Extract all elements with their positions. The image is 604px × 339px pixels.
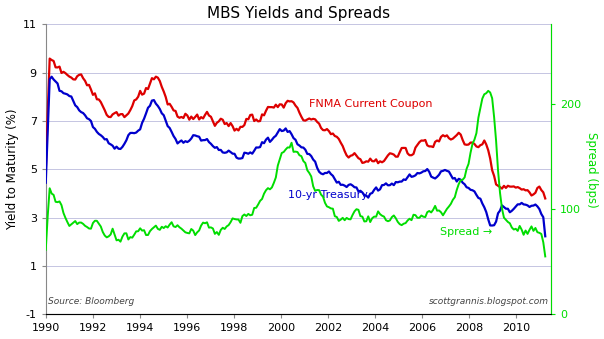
Text: scottgrannis.blogspot.com: scottgrannis.blogspot.com bbox=[429, 297, 548, 306]
Text: 10-yr Treasury: 10-yr Treasury bbox=[288, 190, 368, 200]
Text: FNMA Current Coupon: FNMA Current Coupon bbox=[309, 99, 432, 109]
Text: Source: Bloomberg: Source: Bloomberg bbox=[48, 297, 135, 306]
Text: Spread →: Spread → bbox=[440, 227, 492, 237]
Title: MBS Yields and Spreads: MBS Yields and Spreads bbox=[207, 5, 390, 21]
Y-axis label: Yield to Maturity (%): Yield to Maturity (%) bbox=[5, 109, 19, 230]
Y-axis label: Spread (bps): Spread (bps) bbox=[585, 132, 599, 207]
